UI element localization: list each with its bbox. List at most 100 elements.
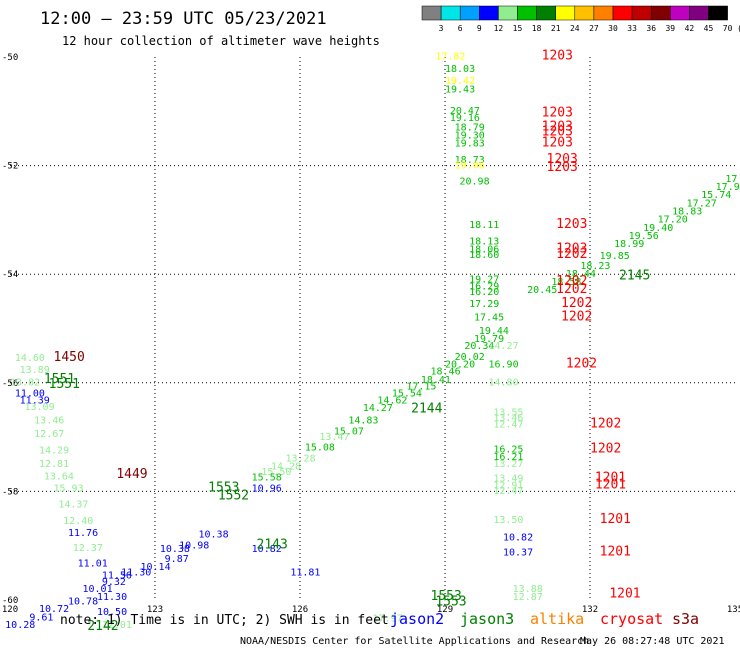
footer-note: note: 1) Time is in UTC; 2) SWH is in fe… xyxy=(60,613,389,628)
scale-label: 39 xyxy=(665,24,675,33)
scale-label: 12 xyxy=(494,24,504,33)
scale-label: 45 xyxy=(704,24,714,33)
legend-jason2: jason2 xyxy=(390,610,444,628)
scale-label: 15 xyxy=(513,24,523,33)
scale-label: 24 xyxy=(570,24,580,33)
scale-swatch xyxy=(689,5,709,21)
swh-value-label: 13.49 xyxy=(493,474,523,485)
swh-value-label: 10.38 xyxy=(160,544,190,555)
swh-value-label: 19.16 xyxy=(450,113,480,124)
swh-value-label: 18.11 xyxy=(469,220,499,231)
pass-id-label: 2145 xyxy=(619,269,650,284)
swh-value-label: 10.37 xyxy=(503,547,533,558)
swh-value-label: 13.46 xyxy=(493,413,523,424)
swh-value-label: 12.40 xyxy=(63,516,93,527)
scale-swatch xyxy=(612,5,633,21)
swh-value-label: 19.79 xyxy=(474,334,504,345)
swh-value-label: 16.25 xyxy=(493,444,523,455)
scale-label: 42 xyxy=(685,24,695,33)
swh-value-label: 15.07 xyxy=(334,426,364,437)
swh-value-label: 19.83 xyxy=(455,139,485,150)
pass-id-label: 1553 xyxy=(431,589,462,604)
pass-id-label: 1201 xyxy=(595,471,626,486)
swh-value-label: 17.20 xyxy=(658,215,688,226)
swh-value-label: 10.72 xyxy=(39,604,69,615)
pass-id-label: 1202 xyxy=(590,416,621,431)
pass-id-label: 1203 xyxy=(556,241,587,256)
swh-value-label: 18.23 xyxy=(580,261,610,272)
swh-value-label: 20.98 xyxy=(460,177,490,188)
swh-value-label: 9.61 xyxy=(29,613,53,624)
swh-value-label: 13.27 xyxy=(493,459,523,470)
swh-value-label: 10.98 xyxy=(179,540,209,551)
pass-id-label: 1203 xyxy=(556,217,587,232)
swh-value-label: 14.37 xyxy=(58,500,88,511)
swh-value-label: 13.50 xyxy=(493,515,523,526)
swh-value-label: 17.82 xyxy=(435,52,465,63)
satellite-legend: jason2 jason3 altika cryosat s3a xyxy=(390,610,699,628)
swh-value-label: 18.03 xyxy=(445,64,475,75)
swh-value-label: 13.89 xyxy=(20,365,50,376)
legend-jason3: jason3 xyxy=(460,610,514,628)
pass-id-label: 1203 xyxy=(547,160,578,175)
swh-value-label: 13.82 xyxy=(10,378,40,389)
x-tick-label: 120 xyxy=(2,605,18,615)
pass-id-label: 1552 xyxy=(218,489,249,504)
swh-value-label: 14.27 xyxy=(489,341,519,352)
scale-swatch xyxy=(421,5,442,21)
pass-id-label: 1201 xyxy=(595,478,626,493)
scale-swatch xyxy=(574,5,595,21)
x-tick-label: 132 xyxy=(582,605,598,615)
pass-id-label: 1551 xyxy=(44,372,75,387)
grid xyxy=(10,57,735,600)
swh-value-label: 14.60 xyxy=(15,353,45,364)
scale-label: 70 xyxy=(723,24,733,33)
swh-value-label: 18.60 xyxy=(469,250,499,261)
pass-id-label: 1553 xyxy=(435,594,466,609)
scale-label: 30 xyxy=(608,24,618,33)
scale-label: 3 xyxy=(439,24,444,33)
swh-value-label: 19.43 xyxy=(445,84,475,95)
pass-id-label: 1202 xyxy=(556,247,587,262)
pass-id-label: 1202 xyxy=(556,282,587,297)
swh-value-label: 19.40 xyxy=(643,223,673,234)
swh-value-label: 12.47 xyxy=(493,419,523,430)
scale-swatch xyxy=(459,5,480,21)
swh-value-label: 9.32 xyxy=(102,577,126,588)
scale-swatch xyxy=(536,5,556,21)
swh-value-label: 13.09 xyxy=(25,402,55,413)
pass-id-label: 1203 xyxy=(542,49,573,64)
swh-value-label: 18.41 xyxy=(421,375,451,386)
scale-label: 6 xyxy=(458,24,463,33)
swh-value-label: 20.45 xyxy=(527,285,557,296)
swh-value-label: 13.47 xyxy=(319,432,349,443)
swh-value-label: 20.34 xyxy=(464,341,494,352)
swh-value-label: 18.44 xyxy=(566,269,596,280)
swh-value-label: 12.81 xyxy=(39,459,69,470)
swh-value-label: 14.27 xyxy=(363,403,393,414)
swh-value-label: 14.62 xyxy=(377,395,407,406)
pass-id-label: 2144 xyxy=(411,402,442,417)
swh-value-label: 14.80 xyxy=(489,378,519,389)
pass-id-label: 1553 xyxy=(208,480,239,495)
swh-value-label: 18.06 xyxy=(469,244,499,255)
swh-value-label: 9.87 xyxy=(165,554,189,565)
swh-value-label: 11.01 xyxy=(78,558,108,569)
y-tick-label: -60 xyxy=(2,596,18,606)
swh-value-label: 18.13 xyxy=(469,236,499,247)
swh-value-label: 10.14 xyxy=(141,562,171,573)
swh-value-label: 20.20 xyxy=(445,360,475,371)
x-tick-label: 135 xyxy=(727,605,740,615)
swh-value-label: 15.08 xyxy=(305,443,335,454)
scale-label: 21 xyxy=(551,24,561,33)
swh-value-label: 18.46 xyxy=(431,367,461,378)
swh-value-label: 14.83 xyxy=(348,416,378,427)
pass-id-label: 1203 xyxy=(542,125,573,140)
swh-value-label: 16.90 xyxy=(489,360,519,371)
chart-subtitle: 12 hour collection of altimeter wave hei… xyxy=(62,34,380,48)
y-tick-label: -50 xyxy=(2,53,18,63)
swh-value-label: 10.50 xyxy=(97,607,127,618)
pass-id-label: 1202 xyxy=(556,274,587,289)
swh-value-label: 19.56 xyxy=(629,231,659,242)
